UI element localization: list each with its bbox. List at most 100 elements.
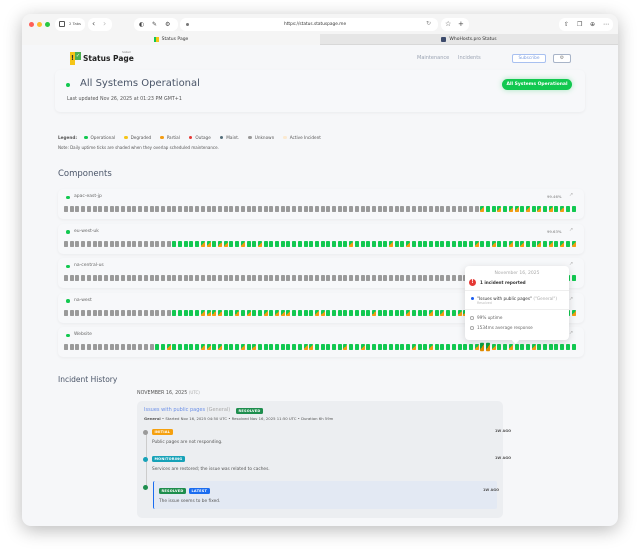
uptime-tick-unknown[interactable]	[86, 344, 91, 350]
uptime-tick-unknown[interactable]	[354, 275, 359, 281]
uptime-tick-partial[interactable]	[217, 344, 222, 350]
uptime-tick-partial[interactable]	[406, 240, 411, 247]
uptime-tick-partial[interactable]	[349, 240, 354, 247]
uptime-tick-unknown[interactable]	[166, 240, 171, 247]
uptime-tick-operational[interactable]	[554, 206, 559, 212]
uptime-tick-partial[interactable]	[200, 240, 205, 247]
uptime-tick-unknown[interactable]	[115, 206, 120, 212]
uptime-tick-unknown[interactable]	[103, 344, 108, 350]
uptime-tick-unknown[interactable]	[160, 275, 165, 281]
uptime-tick-unknown[interactable]	[143, 309, 148, 316]
subscribe-button[interactable]: Subscribe	[512, 54, 546, 63]
uptime-tick-unknown[interactable]	[98, 309, 103, 316]
uptime-tick-operational[interactable]	[411, 240, 416, 247]
uptime-tick-operational[interactable]	[286, 344, 291, 350]
uptime-tick-unknown[interactable]	[292, 275, 297, 281]
uptime-tick-operational[interactable]	[309, 309, 314, 316]
settings-button[interactable]: ⚙	[553, 54, 571, 63]
uptime-tick-operational[interactable]	[354, 344, 359, 350]
sidebar-toggle[interactable]: 2 Tabs	[55, 18, 85, 31]
tooltip-incident[interactable]: "Issues with public pages" ("General")	[477, 295, 557, 301]
uptime-tick-unknown[interactable]	[434, 275, 439, 281]
uptime-tick-operational[interactable]	[434, 240, 439, 247]
expand-icon[interactable]: ↗	[569, 330, 574, 336]
uptime-tick-partial[interactable]	[286, 309, 291, 316]
uptime-tick-unknown[interactable]	[81, 275, 86, 281]
uptime-tick-partial[interactable]	[525, 206, 530, 212]
uptime-tick-partial[interactable]	[223, 240, 228, 247]
uptime-tick-partial[interactable]	[491, 240, 496, 247]
uptime-tick-selected[interactable]	[486, 342, 491, 352]
uptime-tick-unknown[interactable]	[92, 309, 97, 316]
uptime-tick-operational[interactable]	[183, 240, 188, 247]
uptime-tick-unknown[interactable]	[446, 275, 451, 281]
uptime-tick-unknown[interactable]	[377, 275, 382, 281]
uptime-tick-operational[interactable]	[366, 309, 371, 316]
uptime-tick-unknown[interactable]	[411, 275, 416, 281]
uptime-tick-partial[interactable]	[166, 344, 171, 350]
uptime-tick-operational[interactable]	[314, 240, 319, 247]
uptime-tick-unknown[interactable]	[429, 275, 433, 281]
uptime-tick-unknown[interactable]	[246, 206, 251, 212]
uptime-tick-operational[interactable]	[503, 206, 508, 212]
uptime-tick-operational[interactable]	[280, 344, 285, 350]
uptime-tick-operational[interactable]	[286, 240, 291, 247]
uptime-tick-partial[interactable]	[217, 309, 222, 316]
uptime-tick-unknown[interactable]	[160, 240, 165, 247]
uptime-tick-unknown[interactable]	[275, 275, 280, 281]
uptime-tick-unknown[interactable]	[383, 275, 388, 281]
uptime-tick-unknown[interactable]	[149, 344, 154, 350]
address-bar[interactable]: https://status.statuspage.me ↻	[180, 18, 438, 31]
uptime-tick-operational[interactable]	[463, 344, 468, 350]
uptime-tick-unknown[interactable]	[189, 206, 194, 212]
uptime-tick-operational[interactable]	[360, 309, 365, 316]
uptime-tick-unknown[interactable]	[143, 344, 148, 350]
uptime-tick-partial[interactable]	[246, 309, 251, 316]
uptime-tick-partial[interactable]	[371, 309, 376, 316]
uptime-tick-unknown[interactable]	[178, 275, 183, 281]
uptime-tick-operational[interactable]	[468, 344, 473, 350]
uptime-tick-operational[interactable]	[252, 309, 257, 316]
url-text[interactable]: https://status.statuspage.me	[284, 21, 347, 27]
uptime-tick-unknown[interactable]	[217, 275, 222, 281]
uptime-tick-unknown[interactable]	[138, 309, 143, 316]
uptime-tick-operational[interactable]	[155, 344, 160, 350]
uptime-tick-operational[interactable]	[423, 309, 428, 316]
uptime-tick-partial[interactable]	[320, 309, 325, 316]
uptime-tick-unknown[interactable]	[457, 206, 462, 212]
uptime-tick-partial[interactable]	[474, 240, 479, 247]
uptime-tick-unknown[interactable]	[332, 206, 337, 212]
uptime-tick-unknown[interactable]	[400, 275, 405, 281]
uptime-tick-unknown[interactable]	[429, 206, 433, 212]
uptime-tick-unknown[interactable]	[121, 309, 126, 316]
uptime-tick-operational[interactable]	[446, 309, 451, 316]
uptime-tick-partial[interactable]	[309, 344, 314, 350]
uptime-tick-operational[interactable]	[172, 344, 177, 350]
uptime-tick-unknown[interactable]	[103, 309, 108, 316]
uptime-tick-partial[interactable]	[280, 309, 285, 316]
uptime-tick-operational[interactable]	[366, 240, 371, 247]
uptime-tick-unknown[interactable]	[343, 206, 348, 212]
uptime-tick-operational[interactable]	[195, 240, 200, 247]
uptime-tick-operational[interactable]	[280, 240, 285, 247]
uptime-tick-unknown[interactable]	[451, 206, 456, 212]
incident-title[interactable]: Issues with public pages (General)	[144, 407, 231, 413]
uptime-tick-operational[interactable]	[520, 206, 525, 212]
uptime-tick-operational[interactable]	[320, 240, 325, 247]
uptime-tick-partial[interactable]	[548, 206, 553, 212]
uptime-tick-unknown[interactable]	[360, 206, 365, 212]
uptime-tick-operational[interactable]	[178, 344, 183, 350]
uptime-tick-unknown[interactable]	[69, 275, 74, 281]
uptime-tick-unknown[interactable]	[286, 206, 291, 212]
uptime-tick-unknown[interactable]	[126, 275, 131, 281]
uptime-tick-operational[interactable]	[223, 344, 228, 350]
uptime-tick-unknown[interactable]	[389, 275, 394, 281]
uptime-tick-partial[interactable]	[411, 344, 416, 350]
uptime-tick-unknown[interactable]	[115, 240, 120, 247]
uptime-tick-unknown[interactable]	[394, 275, 399, 281]
uptime-tick-operational[interactable]	[451, 309, 456, 316]
uptime-tick-unknown[interactable]	[86, 240, 91, 247]
uptime-tick-operational[interactable]	[480, 240, 485, 247]
uptime-tick-partial[interactable]	[440, 309, 445, 316]
uptime-tick-unknown[interactable]	[132, 275, 137, 281]
